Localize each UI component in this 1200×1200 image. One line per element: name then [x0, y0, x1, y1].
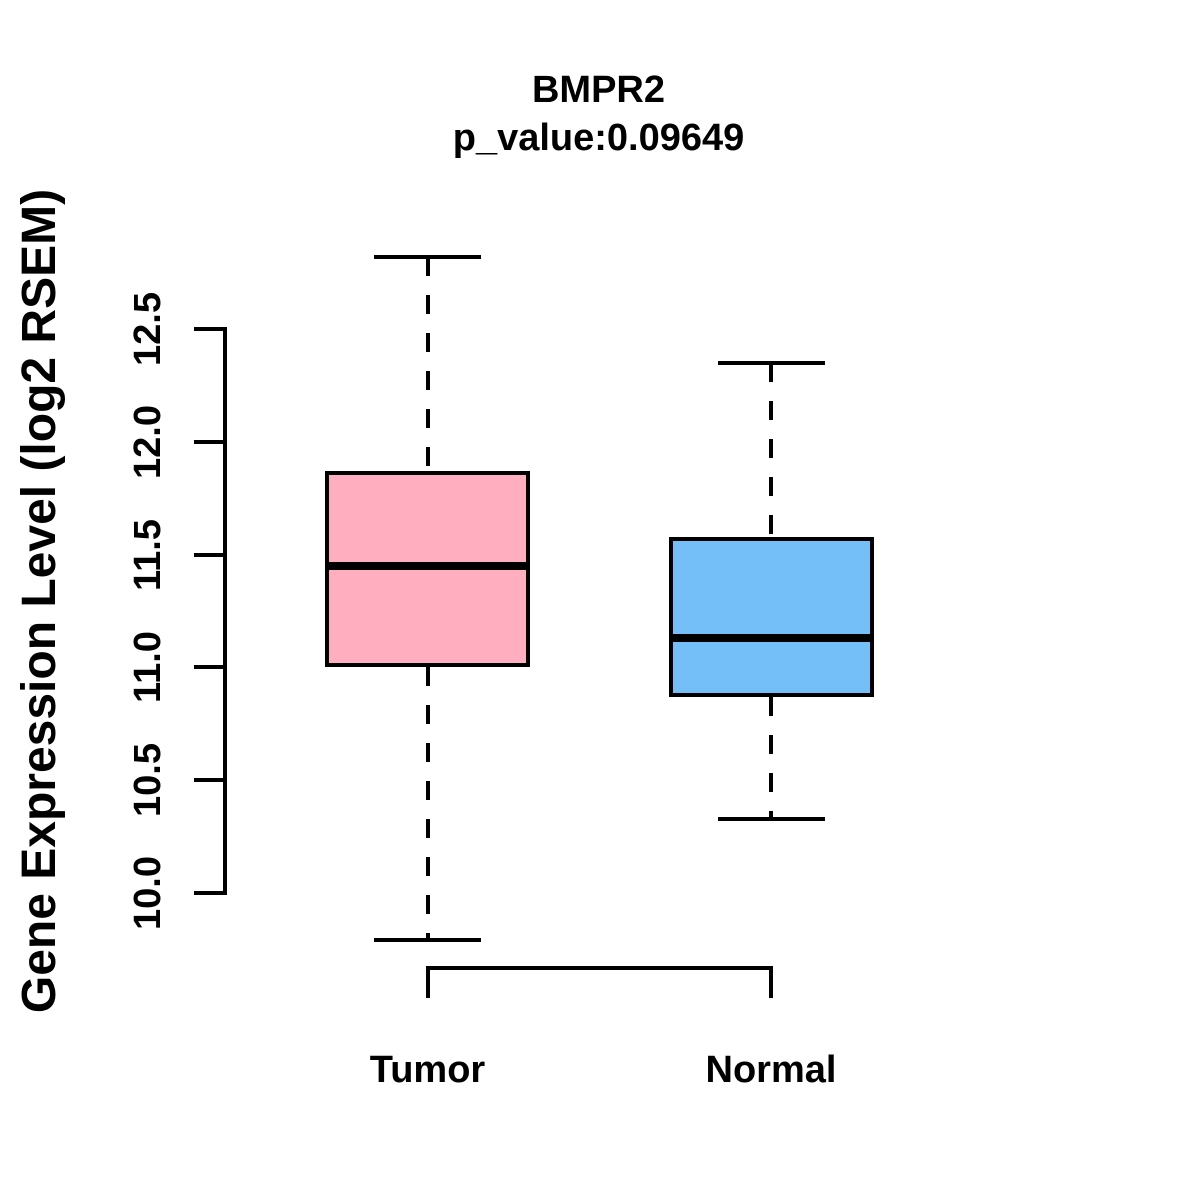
y-axis-tick — [194, 327, 223, 331]
x-axis-bracket-tick — [425, 966, 430, 998]
x-axis-bracket — [425, 966, 773, 970]
whisker-upper-tumor — [425, 256, 430, 472]
median-line-normal — [668, 634, 874, 643]
y-axis-label: Gene Expression Level (log2 RSEM) — [13, 188, 66, 1014]
y-tick-label: 12.5 — [127, 292, 169, 366]
y-axis-line — [223, 327, 227, 895]
y-axis-tick — [194, 665, 223, 670]
x-axis-bracket-tick — [769, 966, 773, 998]
x-tick-label-normal: Normal — [705, 1049, 837, 1091]
y-axis-tick — [194, 891, 223, 895]
chart-title: BMPR2 — [531, 69, 666, 111]
chart-subtitle: p_value:0.09649 — [452, 117, 745, 159]
whisker-cap-upper-tumor — [374, 254, 481, 259]
y-axis-tick — [194, 552, 223, 557]
whisker-lower-normal — [769, 696, 773, 819]
box-normal — [668, 536, 874, 697]
whisker-cap-lower-normal — [717, 816, 825, 821]
y-axis-tick — [194, 778, 223, 783]
whisker-upper-normal — [769, 362, 773, 537]
y-axis-tick — [194, 439, 223, 444]
whisker-cap-lower-tumor — [374, 938, 481, 943]
chart-title-block: BMPR2 p_value:0.09649 — [0, 66, 1197, 162]
whisker-cap-upper-normal — [717, 360, 825, 365]
whisker-lower-tumor — [425, 667, 430, 941]
median-line-tumor — [325, 561, 530, 570]
x-tick-label-tumor: Tumor — [369, 1049, 486, 1091]
